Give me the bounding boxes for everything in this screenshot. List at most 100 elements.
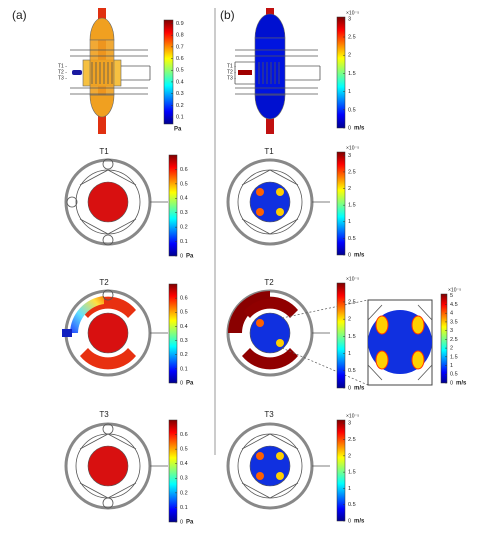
colorbar-tick-label: 1: [348, 219, 351, 225]
colorbar-tick-label: 0.1: [180, 366, 188, 372]
colorbar-tick-label: 3: [348, 153, 351, 159]
colorbar-tick-label: 0.6: [180, 296, 188, 302]
device-a: [70, 8, 151, 134]
colorbar-unit: m/s: [354, 126, 365, 132]
marker-label: T1 -: [227, 63, 236, 69]
colorbar-tick-label: 3: [348, 16, 351, 22]
colorbar-tick-label: 1.5: [348, 470, 356, 476]
marker-label: T2 -: [58, 69, 67, 75]
colorbar-tick-label: 0: [348, 252, 351, 258]
colorbar-tick-label: 0.2: [180, 352, 188, 358]
colorbar: [168, 419, 178, 523]
colorbar-tick-label: 0: [348, 385, 351, 391]
colorbar-tick-label: 0.5: [176, 68, 184, 74]
colorbar-tick-label: 0.6: [176, 56, 184, 62]
colorbar-tick-label: 0.2: [180, 490, 188, 496]
colorbar-tick-label: 0.1: [180, 505, 188, 511]
colorbar-tick-label: 0.2: [176, 103, 184, 109]
section-title: T3: [264, 410, 274, 419]
marker-label: T1 -: [58, 63, 67, 69]
colorbar-unit: Pa: [186, 381, 194, 387]
marker-label: T3 -: [227, 75, 236, 81]
colorbar-tick-label: 0.1: [180, 239, 188, 245]
device-b: [234, 8, 321, 134]
colorbar-tick-label: 0: [450, 380, 453, 386]
colorbar-tick-label: 0.3: [180, 476, 188, 482]
colorbar-tick-label: 1: [348, 89, 351, 95]
colorbar-tick-label: 0.5: [450, 372, 458, 378]
colorbar-tick-label: 0.4: [180, 324, 188, 330]
inset: [367, 299, 433, 386]
cross-section: [226, 158, 330, 246]
colorbar-tick-label: 0.5: [180, 447, 188, 453]
section-title: T3: [99, 410, 109, 419]
colorbar: [336, 16, 346, 129]
section-title: T1: [264, 147, 274, 156]
colorbar-tick-label: 0.5: [348, 502, 356, 508]
colorbar-tick-label: 3.5: [450, 319, 458, 325]
colorbar-tick-label: 0.4: [176, 79, 184, 85]
colorbar-tick-label: 2: [348, 53, 351, 59]
cross-section: [64, 422, 168, 510]
colorbar-tick-label: 1: [348, 486, 351, 492]
colorbar-tick-label: 0.5: [180, 310, 188, 316]
colorbar: [336, 151, 346, 256]
colorbar-tick-label: 4: [450, 311, 453, 317]
colorbar-tick-label: 2: [348, 186, 351, 192]
colorbar-exponent: ×10⁻⁵: [346, 413, 359, 419]
colorbar-tick-label: 2.5: [450, 337, 458, 343]
cross-section: [226, 422, 330, 510]
colorbar-tick-label: 0: [348, 125, 351, 131]
colorbar-tick-label: 0.5: [180, 181, 188, 187]
colorbar-unit: m/s: [456, 381, 467, 387]
colorbar-unit: m/s: [354, 253, 365, 259]
colorbar: [168, 154, 178, 257]
colorbar-tick-label: 0.5: [348, 368, 356, 374]
colorbar-unit: Pa: [186, 520, 194, 526]
colorbar-tick-label: 1.5: [450, 354, 458, 360]
colorbar-unit: Pa: [174, 127, 182, 133]
colorbar-exponent: ×10⁻⁵: [346, 10, 359, 16]
colorbar-tick-label: 4.5: [450, 302, 458, 308]
cross-section: [64, 158, 168, 246]
section-title: T2: [264, 278, 274, 287]
colorbar-tick-label: 2: [450, 346, 453, 352]
colorbar-exponent: ×10⁻⁵: [346, 276, 359, 282]
colorbar-tick-label: 5: [450, 293, 453, 299]
colorbar-tick-label: 0: [180, 253, 183, 259]
colorbar-tick-label: 0.6: [180, 167, 188, 173]
colorbar-unit: m/s: [354, 386, 365, 392]
colorbar-unit: m/s: [354, 519, 365, 525]
colorbar-tick-label: 0.9: [176, 21, 184, 27]
colorbar-tick-label: 0.7: [176, 44, 184, 50]
colorbar-tick-label: 3: [450, 328, 453, 334]
panel-label: (b): [220, 8, 235, 22]
colorbar-tick-label: 0.4: [180, 461, 188, 467]
colorbar: [163, 19, 174, 125]
section-title: T2: [99, 278, 109, 287]
panel-label: (a): [12, 8, 27, 22]
colorbar-tick-label: 0.1: [176, 114, 184, 120]
colorbar-tick-label: 0.5: [348, 107, 356, 113]
colorbar-tick-label: 3: [348, 421, 351, 427]
marker-label: T3 -: [58, 75, 67, 81]
colorbar-tick-label: 2.5: [348, 437, 356, 443]
colorbar-tick-label: 0.3: [180, 338, 188, 344]
colorbar-tick-label: 0.3: [176, 91, 184, 97]
colorbar: [336, 419, 346, 522]
colorbar: [440, 293, 448, 384]
colorbar-exponent: ×10⁻⁵: [346, 145, 359, 151]
colorbar-tick-label: 0: [180, 519, 183, 525]
colorbar-tick-label: 2.5: [348, 299, 356, 305]
cross-section: [62, 289, 168, 377]
colorbar-tick-label: 2.5: [348, 34, 356, 40]
colorbar: [336, 282, 346, 389]
colorbar-tick-label: 0: [180, 380, 183, 386]
colorbar-tick-label: 1.5: [348, 203, 356, 209]
colorbar-tick-label: 1.5: [348, 71, 356, 77]
marker-label: T2 -: [227, 69, 236, 75]
colorbar-tick-label: 0.5: [348, 236, 356, 242]
colorbar: [168, 283, 178, 384]
colorbar-exponent: ×10⁻⁵: [448, 287, 461, 293]
